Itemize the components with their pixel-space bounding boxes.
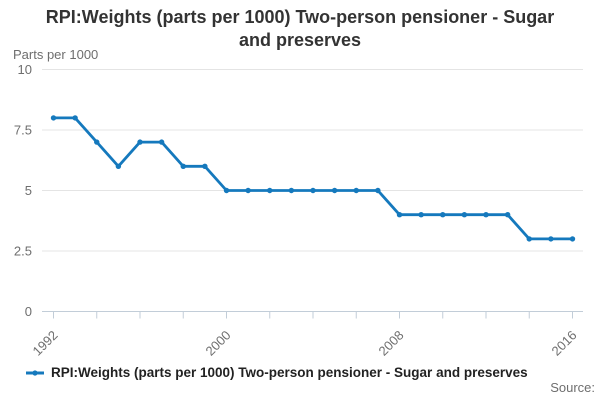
data-point[interactable]: [94, 139, 100, 145]
data-point[interactable]: [353, 187, 359, 194]
data-point[interactable]: [288, 187, 295, 194]
data-point[interactable]: [396, 212, 403, 218]
data-point[interactable]: [50, 115, 57, 121]
data-point[interactable]: [483, 212, 489, 218]
data-point[interactable]: [72, 115, 78, 121]
data-point[interactable]: [461, 212, 468, 218]
svg-text:5: 5: [25, 183, 32, 198]
data-point[interactable]: [548, 236, 554, 242]
x-tick-labels: 1992 2000 2008 2016: [30, 328, 580, 359]
x-axis: [42, 311, 583, 319]
data-point[interactable]: [137, 139, 143, 145]
data-point[interactable]: [245, 187, 251, 194]
data-point[interactable]: [158, 139, 165, 145]
svg-text:0: 0: [25, 304, 32, 319]
data-point[interactable]: [440, 212, 446, 218]
data-point[interactable]: [526, 236, 532, 242]
data-point[interactable]: [223, 187, 230, 194]
svg-text:2.5: 2.5: [14, 244, 32, 259]
data-point[interactable]: [331, 187, 338, 194]
data-point[interactable]: [310, 187, 316, 194]
legend-item[interactable]: RPI:Weights (parts per 1000) Two-person …: [26, 365, 528, 380]
svg-text:2000: 2000: [203, 328, 234, 359]
data-point[interactable]: [202, 163, 208, 169]
svg-text:2008: 2008: [376, 328, 407, 359]
legend-line-marker: [26, 369, 44, 376]
svg-text:7.5: 7.5: [14, 123, 32, 138]
data-points: [50, 115, 576, 242]
legend-label: RPI:Weights (parts per 1000) Two-person …: [51, 365, 528, 380]
y-tick-labels: 0 2.5 5 7.5 10: [14, 62, 32, 319]
data-point[interactable]: [267, 187, 273, 194]
data-point[interactable]: [418, 212, 424, 218]
data-point[interactable]: [375, 187, 381, 194]
series-line: [52, 116, 574, 241]
data-point[interactable]: [180, 163, 186, 169]
svg-text:10: 10: [18, 62, 32, 77]
y-axis-title: Parts per 1000: [13, 47, 99, 62]
source-label: Source:: [550, 380, 595, 395]
svg-text:2016: 2016: [549, 328, 580, 359]
chart-title: RPI:Weights (parts per 1000) Two-person …: [45, 7, 555, 50]
svg-text:1992: 1992: [30, 328, 61, 359]
data-point[interactable]: [115, 163, 122, 169]
data-point[interactable]: [504, 212, 511, 218]
data-point[interactable]: [569, 236, 576, 242]
